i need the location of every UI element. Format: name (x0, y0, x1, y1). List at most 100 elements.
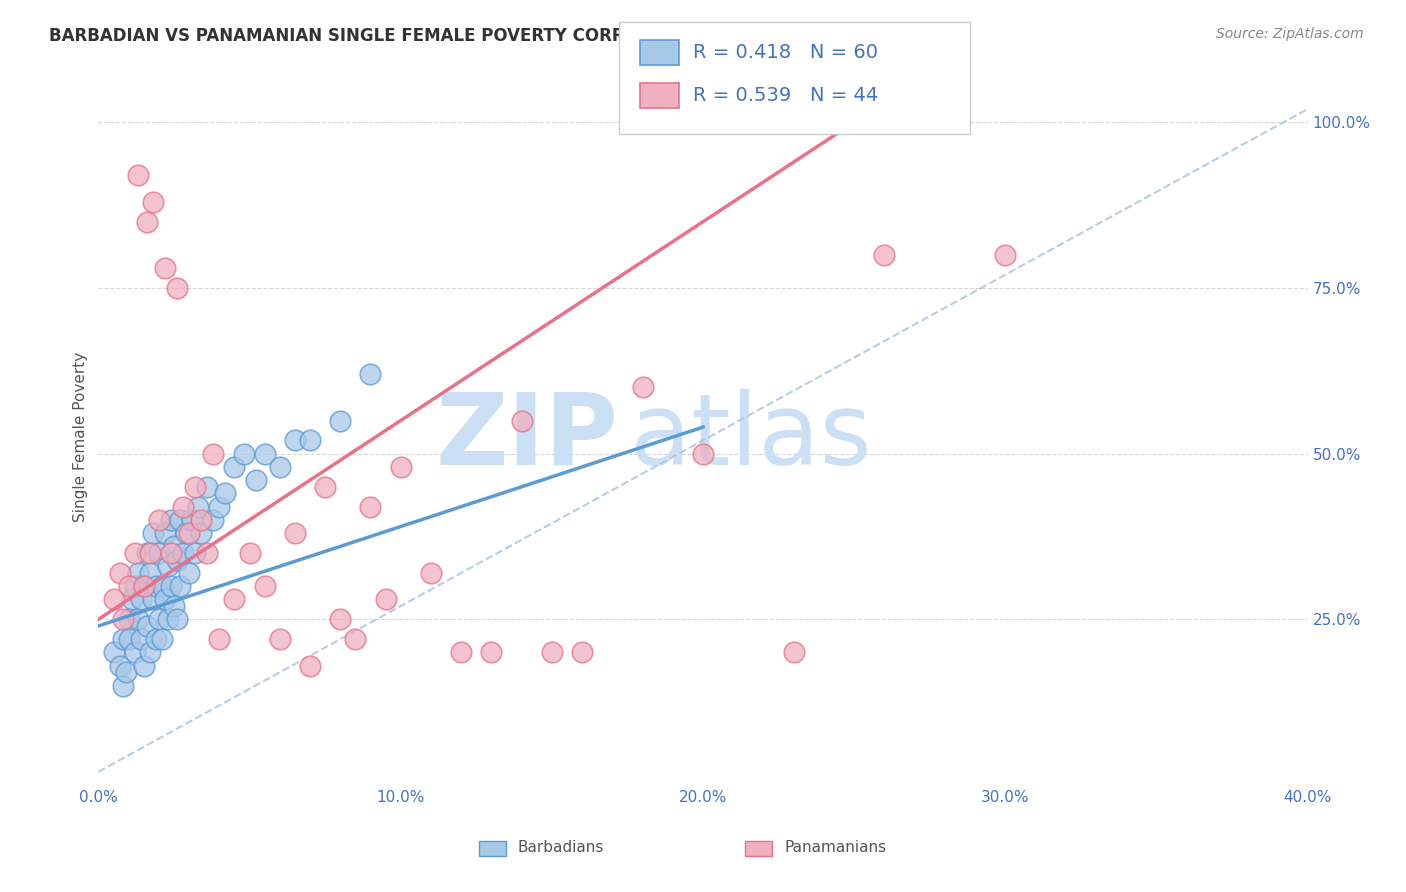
Point (481, 645, 503, 659)
Point (132, 579, 155, 593)
Point (314, 480, 336, 494)
Point (172, 546, 194, 560)
Point (202, 447, 225, 461)
Point (360, 367, 382, 381)
Point (389, 459, 412, 474)
Point (208, 500, 231, 514)
Point (132, 579, 155, 593)
Point (163, 599, 186, 613)
Point (150, 632, 173, 647)
Point (166, 281, 188, 295)
Point (153, 592, 176, 607)
Point (148, 546, 170, 560)
Point (190, 526, 212, 541)
Text: Barbadians: Barbadians (517, 840, 605, 855)
Point (208, 632, 231, 647)
Point (253, 579, 276, 593)
Point (111, 632, 134, 647)
Point (142, 592, 165, 607)
Text: R = 0.418   N = 60: R = 0.418 N = 60 (693, 43, 879, 62)
Text: Panamanians: Panamanians (785, 840, 886, 855)
Point (202, 513, 225, 527)
Point (224, 459, 246, 474)
Point (108, 566, 131, 580)
Point (153, 261, 176, 276)
Point (124, 579, 146, 593)
Point (148, 612, 170, 626)
Point (135, 215, 157, 229)
Point (114, 665, 136, 680)
Point (195, 480, 218, 494)
Point (103, 592, 125, 607)
FancyBboxPatch shape (745, 840, 772, 856)
FancyBboxPatch shape (479, 840, 506, 856)
Point (329, 612, 352, 626)
Point (118, 579, 141, 593)
Point (179, 526, 201, 541)
Point (111, 679, 134, 693)
Point (374, 592, 396, 607)
Point (111, 612, 134, 626)
Point (169, 513, 191, 527)
Point (118, 612, 141, 626)
Point (360, 500, 382, 514)
Point (179, 566, 201, 580)
Text: ZIP: ZIP (436, 389, 619, 485)
Point (450, 645, 472, 659)
Point (571, 645, 593, 659)
Point (224, 592, 246, 607)
Point (184, 546, 207, 560)
Point (118, 632, 141, 647)
Point (232, 447, 254, 461)
Text: Source: ZipAtlas.com: Source: ZipAtlas.com (1216, 27, 1364, 41)
Point (129, 632, 152, 647)
Point (195, 546, 218, 560)
Point (269, 632, 291, 647)
Point (172, 500, 194, 514)
Y-axis label: Single Female Poverty: Single Female Poverty (73, 352, 89, 522)
Point (127, 612, 149, 626)
Point (540, 645, 562, 659)
Point (150, 579, 173, 593)
Point (245, 473, 267, 487)
Point (156, 559, 179, 574)
Point (132, 658, 155, 673)
Point (127, 566, 149, 580)
Point (329, 413, 352, 427)
Point (214, 486, 236, 500)
Point (166, 612, 188, 626)
Point (156, 612, 179, 626)
Point (253, 447, 276, 461)
Point (142, 194, 165, 209)
Point (160, 546, 183, 560)
Point (994, 248, 1017, 262)
Point (145, 579, 167, 593)
Point (160, 579, 183, 593)
Point (129, 592, 152, 607)
Point (510, 413, 533, 427)
Point (108, 658, 131, 673)
Point (163, 540, 186, 554)
Point (148, 513, 170, 527)
Point (124, 546, 146, 560)
Point (166, 552, 188, 566)
Point (145, 632, 167, 647)
Point (420, 566, 443, 580)
Point (174, 526, 197, 541)
Point (187, 500, 209, 514)
Point (103, 645, 125, 659)
Point (299, 658, 322, 673)
Point (284, 434, 307, 448)
Point (181, 513, 204, 527)
Point (692, 447, 714, 461)
Point (299, 434, 322, 448)
Point (121, 592, 143, 607)
Point (169, 579, 191, 593)
Point (783, 645, 806, 659)
Point (160, 513, 183, 527)
Point (631, 380, 654, 394)
Point (124, 645, 146, 659)
Point (139, 566, 162, 580)
Text: atlas: atlas (630, 389, 872, 485)
Point (153, 526, 176, 541)
